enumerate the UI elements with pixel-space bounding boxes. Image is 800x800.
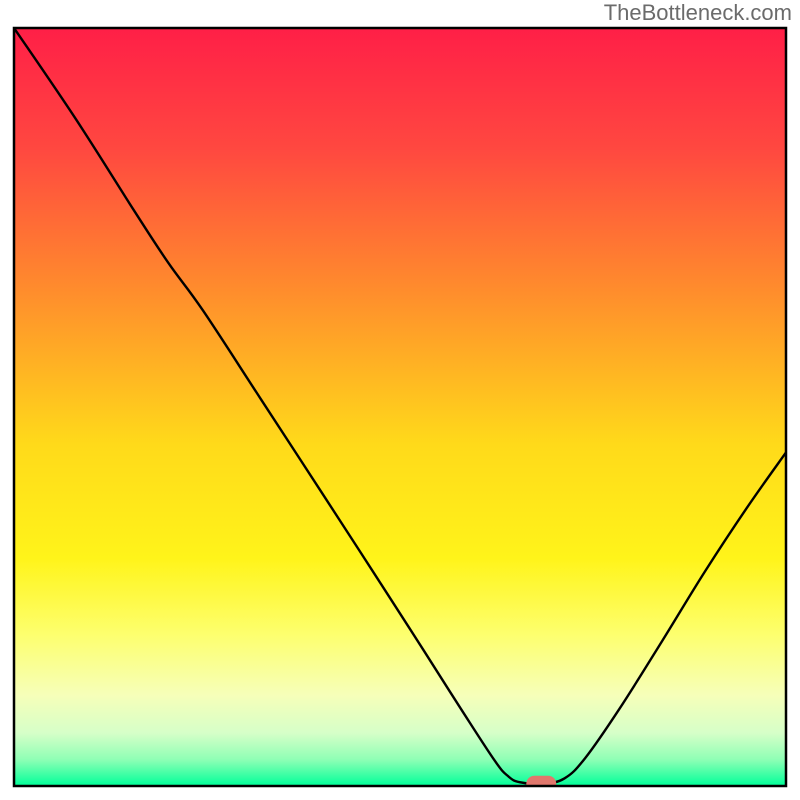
optimal-marker [526,776,556,792]
bottleneck-chart [0,0,800,800]
plot-background [14,28,786,786]
watermark-text: TheBottleneck.com [604,0,792,26]
